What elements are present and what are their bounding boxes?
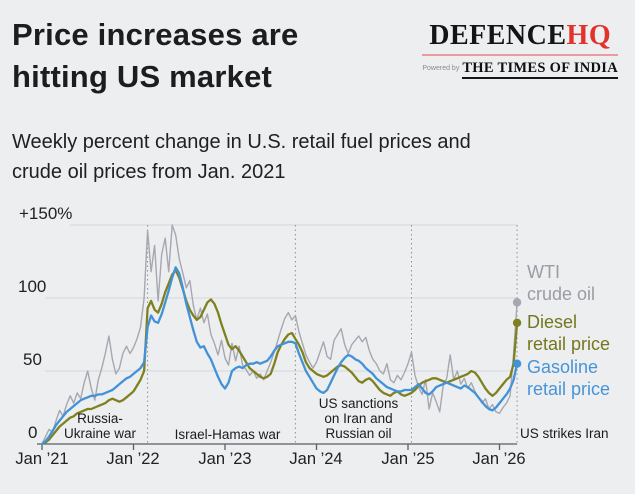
series-line-diesel-retail-price [40, 269, 519, 446]
legend-wti-line1: WTI [527, 262, 560, 282]
x-axis-label-jan24: Jan ’24 [289, 450, 343, 468]
powered-by-label: Powered by [422, 65, 460, 72]
series-end-dot-diesel-retail-price [512, 318, 522, 328]
legend-wti-crude-oil: WTI crude oil [527, 262, 595, 305]
y-axis-label-0: 0 [28, 423, 38, 442]
defence-hq-wordmark: DEFENCEHQ [422, 20, 618, 52]
hq-text: HQ [566, 20, 612, 51]
subtitle-line-1: Weekly percent change in U.S. retail fue… [12, 131, 471, 153]
series-end-dot-wti-crude-oil [512, 298, 522, 307]
legend-gasoline-retail-price: Gasoline retail price [527, 357, 610, 400]
subtitle-line-2: crude oil prices from Jan. 2021 [12, 161, 286, 183]
legend-diesel-line2: retail price [527, 333, 611, 354]
x-axis-label-jan22: Jan ’22 [106, 450, 160, 468]
defence-text: DEFENCE [429, 20, 567, 51]
times-of-india-wordmark: THE TIMES OF INDIA [462, 60, 618, 79]
series-line-wti-crude-oil [41, 224, 518, 445]
y-axis-label-50: 50 [23, 350, 42, 369]
annotation-russia-ukraine-war: Russia- Ukraine war [63, 411, 137, 441]
legend-diesel-retail-price: Diesel retail price [527, 312, 610, 355]
x-axis-label-jan25: Jan ’25 [381, 450, 435, 468]
series-end-dot-gasoline-retail-price [512, 359, 522, 368]
y-axis-label-100: 100 [18, 277, 47, 296]
annotation-israel-hamas-war: Israel-Hamas war [174, 427, 281, 442]
title-line-1: Price increases are [12, 17, 299, 52]
x-axis-label-jan26: Jan ’26 [472, 450, 526, 468]
page-title: Price increases are hitting US market [12, 14, 298, 98]
series-line-gasoline-retail-price [40, 266, 519, 446]
brand-logo: DEFENCEHQ Powered by THE TIMES OF INDIA [422, 20, 618, 79]
chart-subtitle: Weekly percent change in U.S. retail fue… [12, 127, 471, 187]
legend-gasoline-line2: retail price [527, 378, 611, 399]
y-axis-label-150: +150% [19, 204, 73, 223]
annotation-us-sanctions: US sanctions on Iran and Russian oil [318, 396, 399, 441]
legend-gasoline-line1: Gasoline [527, 357, 599, 377]
title-line-2: hitting US market [12, 59, 273, 94]
x-axis-label-jan23: Jan ’23 [198, 450, 252, 468]
annotation-us-strikes-iran: US strikes Iran [520, 426, 609, 441]
x-axis-label-jan21: Jan ’21 [15, 450, 69, 468]
legend-diesel-line1: Diesel [527, 312, 578, 332]
legend-wti-line2: crude oil [527, 283, 596, 304]
times-of-india-row: Powered by THE TIMES OF INDIA [422, 54, 618, 79]
